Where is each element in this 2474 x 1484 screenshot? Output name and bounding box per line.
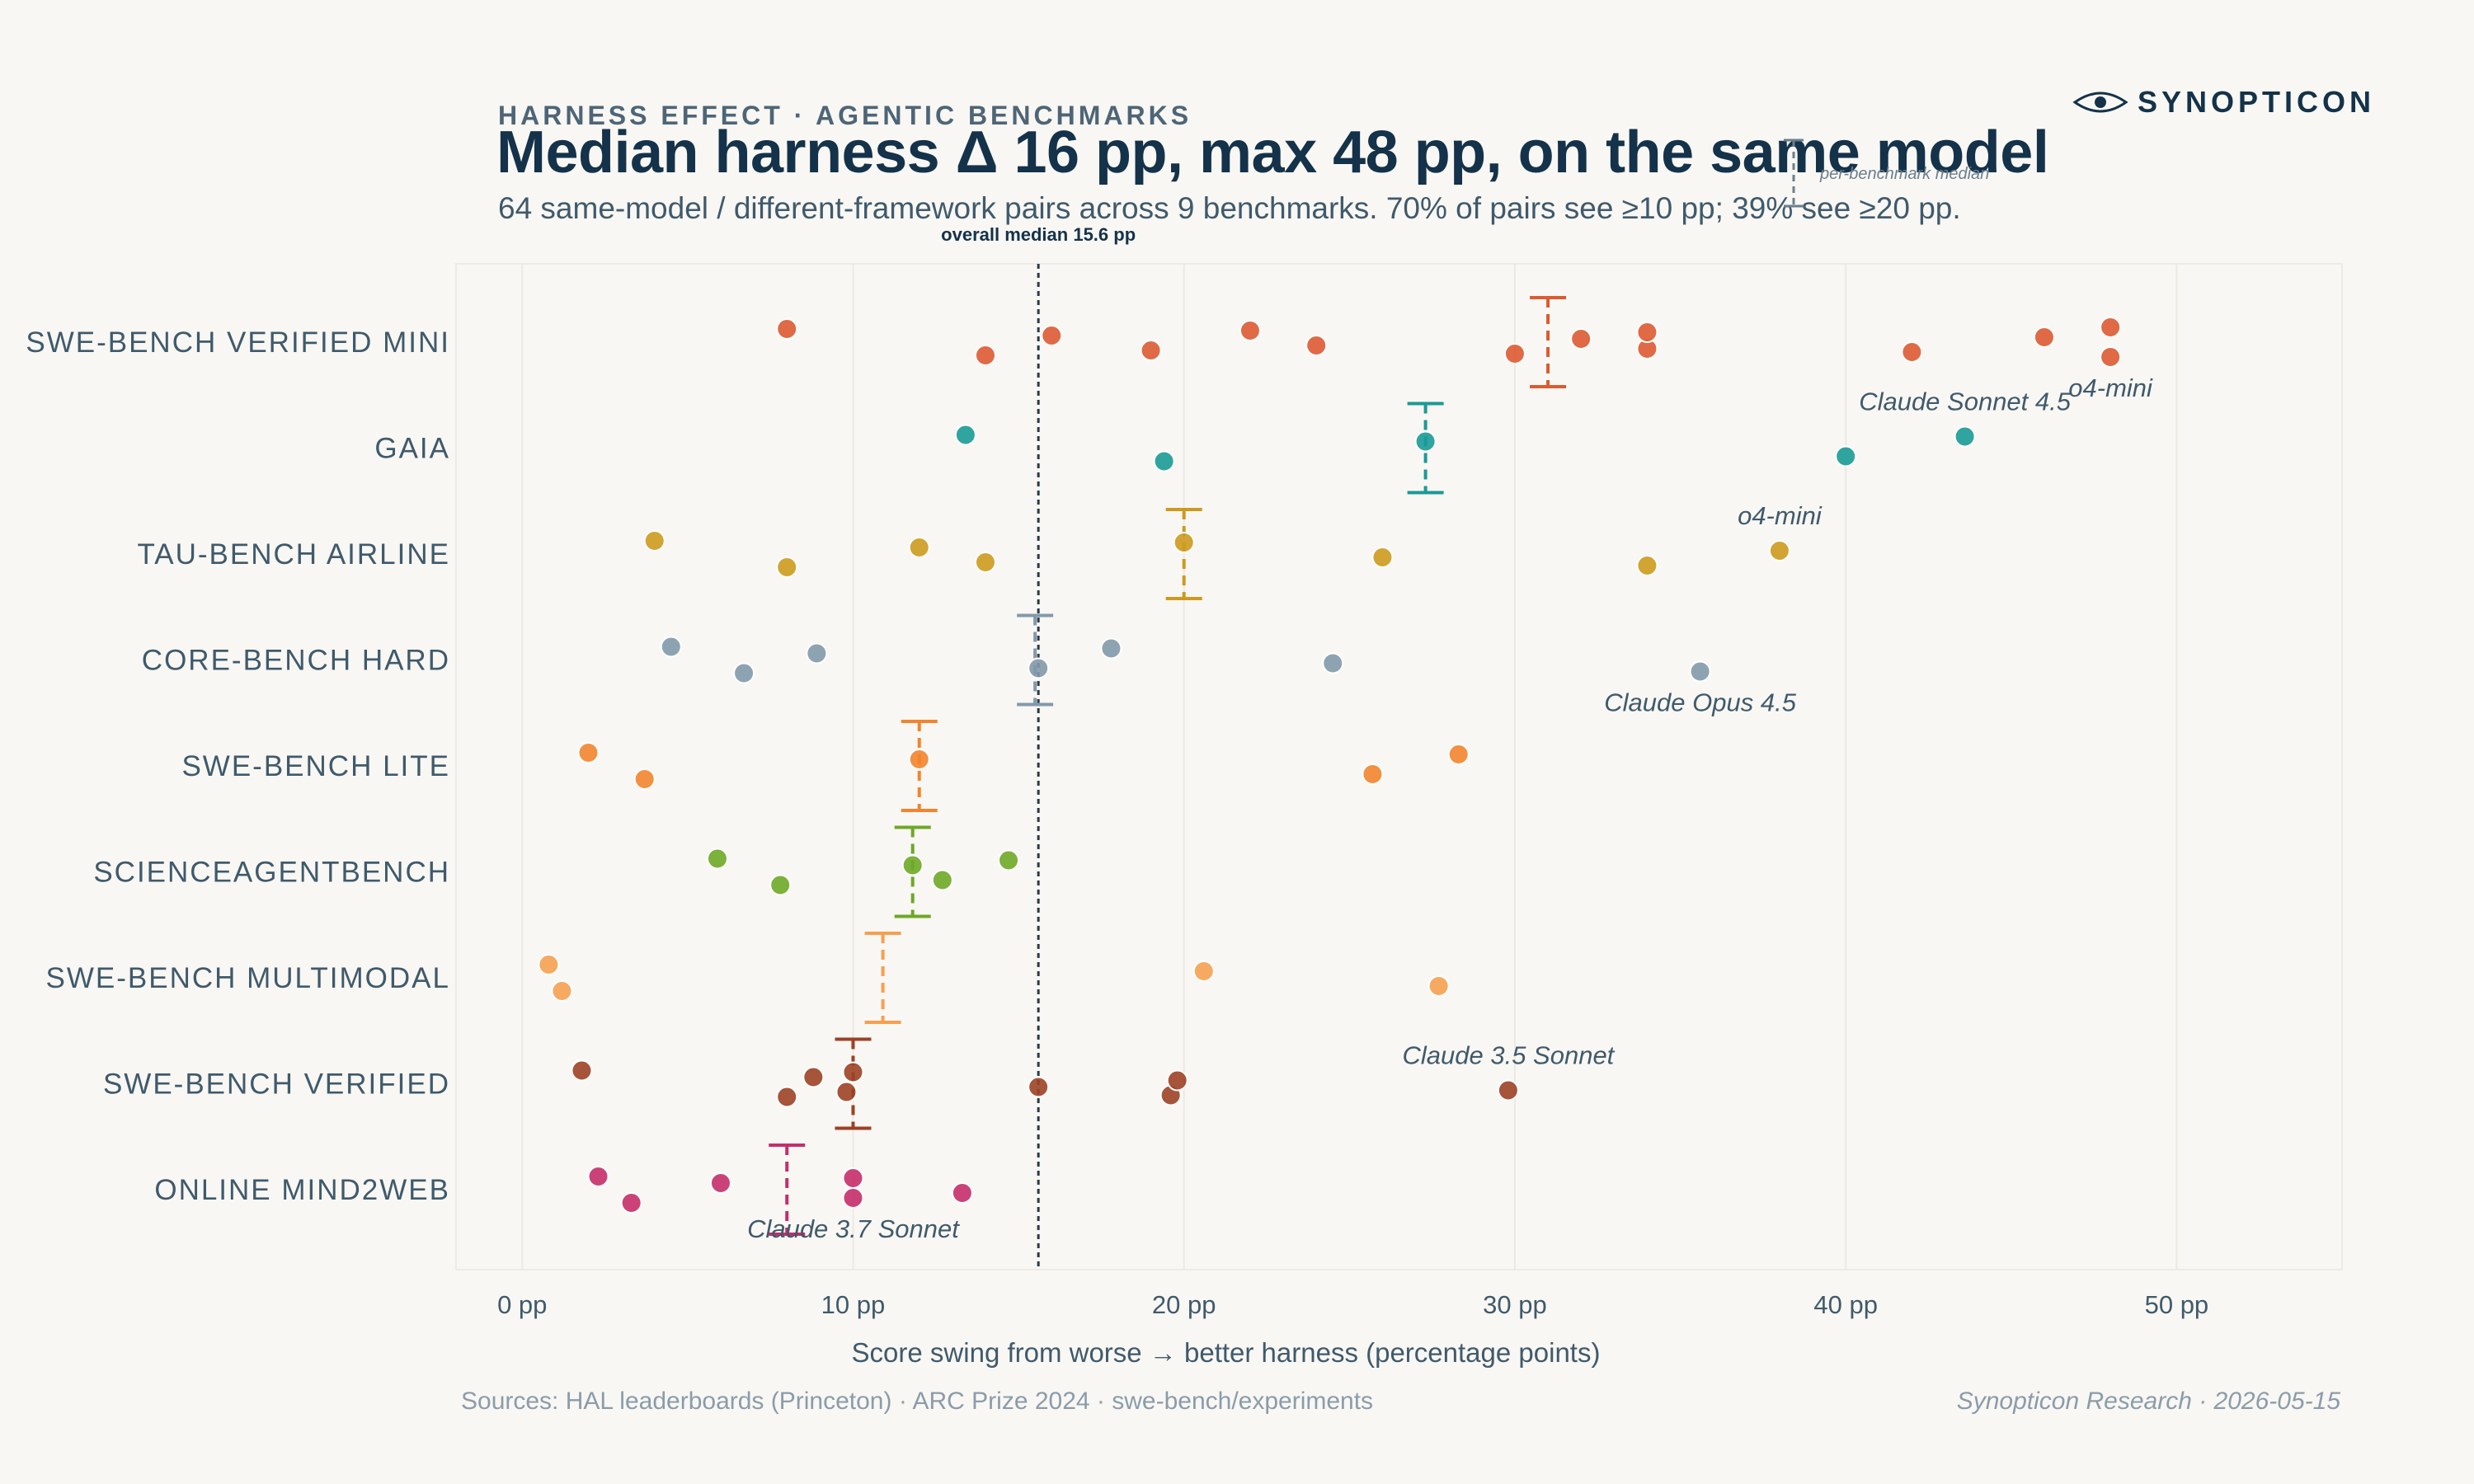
data-point <box>587 1166 609 1187</box>
data-point <box>706 848 728 870</box>
data-point <box>1414 430 1437 453</box>
data-point <box>1173 532 1195 553</box>
data-point <box>1901 341 1923 363</box>
data-point <box>1166 1069 1188 1092</box>
data-point <box>998 849 1020 871</box>
data-point <box>974 552 996 573</box>
row-label: SCIENCEAGENTBENCH <box>93 857 450 889</box>
chart-sources: Sources: HAL leaderboards (Princeton) · … <box>461 1388 1374 1415</box>
data-point <box>1447 744 1470 765</box>
data-point <box>1192 960 1215 982</box>
data-point <box>954 424 976 446</box>
brand-name: SYNOPTICON <box>2138 85 2376 119</box>
data-point <box>1768 540 1790 561</box>
data-point <box>1503 343 1526 364</box>
data-point <box>1362 763 1384 785</box>
data-point <box>951 1182 973 1204</box>
data-point <box>2033 326 2055 348</box>
data-point <box>842 1061 864 1083</box>
point-annotation: o4-mini <box>1738 501 1823 530</box>
brand-logo: SYNOPTICON <box>2072 82 2375 122</box>
data-point <box>842 1187 864 1209</box>
data-point <box>1028 657 1050 679</box>
data-point <box>908 749 930 770</box>
data-point <box>931 869 953 891</box>
data-point <box>2100 317 2122 338</box>
chart-subtitle: 64 same-model / different-framework pair… <box>498 191 1961 225</box>
data-point <box>620 1192 642 1214</box>
data-point <box>1570 328 1592 350</box>
data-point <box>1636 322 1658 343</box>
data-point <box>1427 975 1450 997</box>
x-tick-label: 40 pp <box>1813 1290 1878 1319</box>
row-label: ONLINE MIND2WEB <box>154 1174 450 1206</box>
data-point <box>1835 445 1857 467</box>
data-point <box>660 636 682 658</box>
data-point <box>577 742 600 763</box>
data-point <box>806 642 828 665</box>
x-tick-label: 50 pp <box>2145 1290 2209 1319</box>
row-label: TAU-BENCH AIRLINE <box>137 538 450 571</box>
data-point <box>1100 637 1122 660</box>
x-tick-label: 30 pp <box>1483 1290 1547 1319</box>
row-label: CORE-BENCH HARD <box>142 645 450 677</box>
data-point <box>835 1081 858 1103</box>
data-point <box>769 874 792 896</box>
data-point <box>842 1167 864 1189</box>
point-annotation: Claude Opus 4.5 <box>1604 688 1796 717</box>
data-point <box>776 556 798 578</box>
x-axis-title: Score swing from worse → better harness … <box>852 1337 1601 1368</box>
data-point <box>709 1172 731 1194</box>
plot-frame <box>455 263 2343 1270</box>
data-point <box>1322 652 1344 674</box>
data-point <box>1305 335 1328 356</box>
data-point <box>776 318 798 340</box>
data-point <box>538 954 560 975</box>
x-tick-label: 10 pp <box>821 1290 886 1319</box>
data-point <box>974 345 996 366</box>
chart-credit: Synopticon Research · 2026-05-15 <box>1956 1388 2340 1415</box>
data-point <box>1689 660 1711 683</box>
point-annotation: Claude 3.5 Sonnet <box>1402 1041 1615 1070</box>
chart-kicker: HARNESS EFFECT · AGENTIC BENCHMARKS <box>498 101 1192 130</box>
data-point <box>1140 340 1162 361</box>
overall-median-label: overall median 15.6 pp <box>941 224 1136 245</box>
data-point <box>551 980 573 1002</box>
data-point <box>571 1059 593 1082</box>
data-point <box>776 1086 798 1108</box>
x-tick-label: 20 pp <box>1152 1290 1216 1319</box>
data-point <box>1153 450 1175 472</box>
chart-headline: Median harness Δ 16 pp, max 48 pp, on th… <box>496 120 2049 186</box>
point-annotation: Claude Sonnet 4.5 <box>1859 387 2072 416</box>
data-point <box>733 662 755 684</box>
data-point <box>901 854 924 876</box>
point-annotation: Claude 3.7 Sonnet <box>747 1214 960 1243</box>
data-point <box>908 537 930 558</box>
data-point <box>1028 1076 1050 1098</box>
data-point <box>802 1066 825 1088</box>
data-point <box>1954 425 1976 448</box>
row-label: SWE-BENCH VERIFIED <box>103 1068 450 1101</box>
data-point <box>1497 1079 1519 1101</box>
data-point <box>1041 325 1063 346</box>
point-annotation: o4-mini <box>2068 373 2153 402</box>
row-label: SWE-BENCH MULTIMODAL <box>46 962 451 994</box>
legend-median-label: per-benchmark median <box>1819 165 1989 183</box>
data-point <box>1636 555 1658 576</box>
row-label: SWE-BENCH VERIFIED MINI <box>26 326 450 359</box>
data-point <box>2100 346 2122 368</box>
row-label: SWE-BENCH LITE <box>181 750 450 782</box>
eye-icon <box>2072 92 2128 113</box>
data-point <box>633 768 656 790</box>
data-point <box>643 530 666 552</box>
x-tick-label: 0 pp <box>497 1290 547 1319</box>
row-label: GAIA <box>374 433 450 465</box>
data-point <box>1371 547 1394 568</box>
data-point <box>1239 320 1261 341</box>
